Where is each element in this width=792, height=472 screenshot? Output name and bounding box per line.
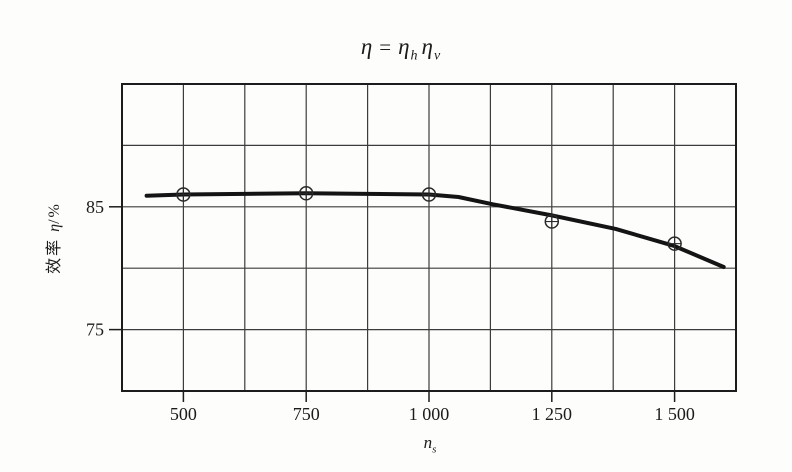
title-eta-h-sub: h [410,48,419,64]
data-point-marker [298,186,314,201]
efficiency-curve [144,191,726,269]
y-axis-label-unit: /% [46,202,63,224]
title-eta: η [360,34,374,59]
x-tick-label: 1 250 [532,404,573,424]
x-tick-label: 1 500 [654,404,695,424]
data-point-marker [421,187,437,202]
y-axis-label-symbol: η [46,223,63,232]
title-eta-h: η [398,34,411,59]
y-tick-label: 85 [86,197,104,217]
x-axis-label-base: n [423,433,433,452]
data-point-marker [544,214,560,229]
data-point-marker [667,236,682,251]
chart-title: η = ηh ηv [360,34,441,63]
y-axis-label-text: 效率 [46,231,63,274]
title-eta-v-sub: v [433,48,442,64]
x-tick-label: 1 000 [409,404,450,424]
y-tick-label: 75 [86,320,104,340]
y-axis-label: 效率 η/% [40,202,64,274]
title-eta-v: η [421,34,434,59]
title-equals: = [379,35,393,59]
x-tick-label: 750 [293,404,320,424]
data-point-marker [176,187,191,202]
x-axis-label: ns [423,433,437,456]
x-axis-label-sub: s [432,443,437,456]
x-tick-label: 500 [170,404,197,424]
